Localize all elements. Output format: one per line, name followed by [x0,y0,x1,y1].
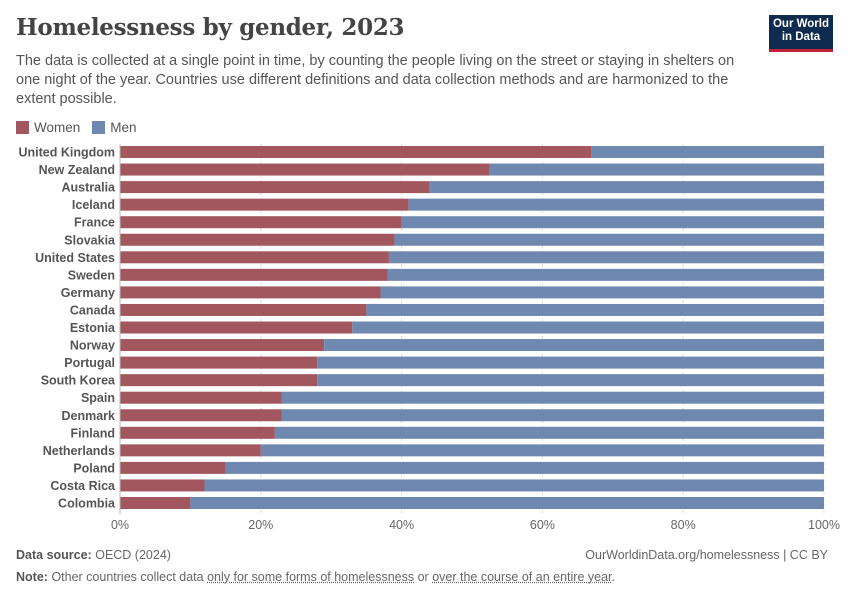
bar-men [408,198,824,211]
bar-women [120,286,381,299]
category-label: United Kingdom [18,146,115,160]
x-tick-label: 0% [111,518,129,532]
category-label: Norway [70,339,115,353]
bar-women [120,163,490,176]
legend-item-men[interactable]: Men [92,120,137,135]
bar-women [120,268,388,281]
bar-women [120,146,592,158]
category-label: Iceland [72,198,115,212]
note: Note: Other countries collect data only … [16,570,615,584]
category-label: Poland [73,461,115,475]
category-label: Finland [71,426,115,440]
bar-men [225,461,825,474]
bar-women [120,479,205,492]
bar-men [281,391,824,404]
chart-subtitle: The data is collected at a single point … [16,53,735,107]
category-label: Costa Rica [50,479,116,493]
bar-men [380,286,824,299]
x-tick-label: 40% [389,518,414,532]
bar-women [120,339,325,352]
category-label: Australia [62,181,117,195]
bar-women [120,303,367,316]
note-link[interactable]: over the course of an entire year [432,570,612,584]
bar-women [120,426,275,439]
bar-women [120,181,430,194]
category-label: Portugal [64,356,115,370]
category-label: Denmark [62,409,116,423]
bar-men [429,181,824,194]
bar-men [281,409,824,422]
bar-women [120,216,402,229]
legend-swatch-men [92,121,106,134]
x-tick-label: 80% [671,518,696,532]
category-label: New Zealand [39,163,115,177]
bar-men [317,374,824,387]
bar-women [120,198,409,211]
bar-men [274,426,824,439]
bar-men [489,163,824,176]
category-label: Colombia [58,497,116,511]
category-label: Germany [61,286,115,300]
owid-logo[interactable]: Our World in Data [769,15,833,52]
bar-women [120,461,226,474]
bar-men [388,251,824,264]
data-source: Data source: OECD (2024) [16,548,171,562]
category-label: Slovakia [64,233,116,247]
legend: Women Men [16,120,137,135]
source-url[interactable]: OurWorldinData.org/homelessness | CC BY [585,548,828,562]
chart-title: Homelessness by gender, 2023 [16,14,405,41]
category-label: Canada [70,303,116,317]
bar-men [317,356,824,369]
x-tick-label: 20% [248,518,273,532]
bar-men [204,479,825,492]
category-label: South Korea [41,374,116,388]
bar-women [120,374,318,387]
bar-women [120,497,191,509]
bar-women [120,444,261,457]
bar-men [190,497,824,509]
bar-men [324,339,824,352]
x-tick-label: 60% [530,518,555,532]
bar-women [120,391,282,404]
bar-men [387,268,824,281]
x-tick-label: 100% [808,518,840,532]
category-label: Netherlands [43,444,115,458]
category-label: Spain [81,391,115,405]
legend-item-women[interactable]: Women [16,120,80,135]
bar-women [120,356,318,369]
bar-men [394,233,824,246]
category-label: United States [35,251,115,265]
category-label: Sweden [68,268,115,282]
bar-women [120,409,282,422]
bar-men [352,321,824,334]
note-link[interactable]: only for some forms of homelessness [207,570,415,584]
bar-women [120,321,353,334]
bar-men [401,216,824,229]
bar-men [260,444,824,457]
bar-men [366,303,824,316]
bar-women [120,251,389,264]
bar-women [120,233,395,246]
category-label: Estonia [70,321,116,335]
legend-swatch-women [16,121,29,134]
bar-men [591,146,824,158]
category-label: France [74,216,115,230]
